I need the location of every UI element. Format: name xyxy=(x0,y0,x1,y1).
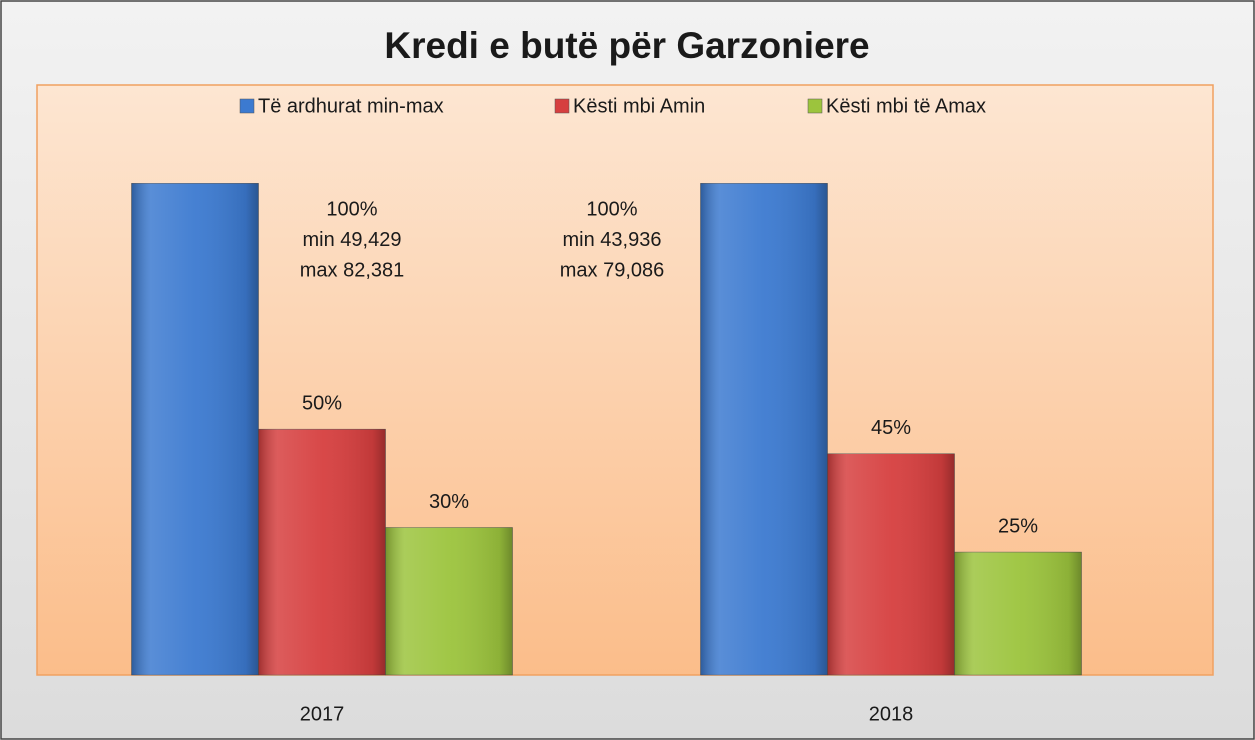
bar-shine xyxy=(954,552,1082,675)
bar-shine xyxy=(258,429,386,675)
legend-label: Kësti mbi të Amax xyxy=(826,95,986,117)
legend-swatch xyxy=(239,98,255,114)
data-label: max 82,381 xyxy=(300,260,405,282)
legend-swatch xyxy=(807,98,823,114)
x-tick-label: 2018 xyxy=(869,703,914,725)
data-label: max 79,086 xyxy=(560,260,665,282)
data-label: 30% xyxy=(429,491,469,513)
data-label: 50% xyxy=(302,392,342,414)
chart-title: Kredi e butë për Garzoniere xyxy=(384,25,869,66)
legend-label: Të ardhurat min-max xyxy=(258,95,444,117)
legend-label: Kësti mbi Amin xyxy=(573,95,705,117)
data-label: 100% xyxy=(326,199,377,221)
data-label: 25% xyxy=(998,515,1038,537)
bar-shine xyxy=(700,183,828,676)
x-tick-label: 2017 xyxy=(300,703,345,725)
data-label: 100% xyxy=(586,199,637,221)
data-label: min 43,936 xyxy=(563,229,662,251)
bar-shine xyxy=(827,453,955,675)
bar-shine xyxy=(131,183,259,676)
data-label: min 49,429 xyxy=(303,229,402,251)
legend-swatch xyxy=(554,98,570,114)
bar-shine xyxy=(385,527,513,675)
data-label: 45% xyxy=(871,417,911,439)
